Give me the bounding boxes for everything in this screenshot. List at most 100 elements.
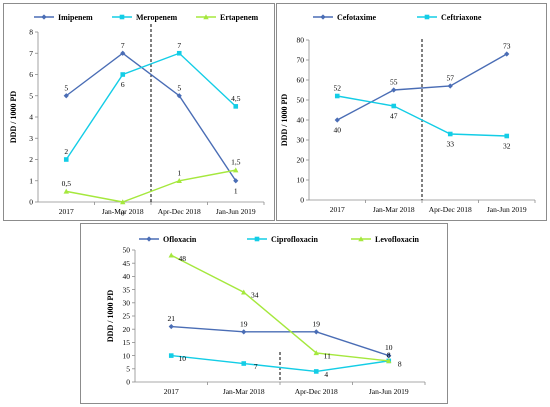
data-label: 19 [313,319,321,328]
data-point [241,329,247,335]
legend-label: Ofloxacin [163,235,197,244]
data-point [313,369,319,374]
legend-label: Ertapenem [220,13,259,22]
data-point [176,177,182,183]
data-point [386,358,392,364]
legend-label: Cefotaxime [337,13,377,22]
y-axis-title: DDD / 1000 PD [280,94,289,146]
data-point [120,199,126,205]
series-imipenem: 5 7 5 1 [63,41,239,195]
data-point [233,167,239,173]
cephalosporin-chart-panel: 0 10 20 30 40 50 60 70 80 2017 Jan-Mar 2018 Apr-Dec… [276,3,547,221]
x-tick-label: Apr-Dec 2018 [295,387,338,396]
x-tick-label: 2017 [330,205,345,214]
legend-item: Ertapenem [196,13,259,22]
y-tick-label: 30 [123,299,131,308]
data-point [168,353,174,358]
y-tick-label: 30 [297,136,305,145]
y-tick-label: 5 [29,91,33,100]
data-label: 1 [234,186,238,195]
data-point [313,329,319,335]
x-tick-label: Apr-Dec 2018 [429,205,472,214]
legend-item: Meropenem [112,13,178,22]
data-point [233,104,239,109]
data-label: 10 [179,354,187,363]
data-label: 48 [179,254,187,263]
data-point [63,188,69,194]
y-tick-label: 20 [297,156,305,165]
data-label: 5 [177,83,181,92]
x-tick-label: Jan-Jun 2019 [487,205,527,214]
data-label: 52 [334,84,342,93]
y-tick-label: 50 [297,96,305,105]
data-label: 40 [334,126,342,135]
series-line [66,169,236,203]
data-label: 0 [121,209,125,218]
data-label: 32 [503,142,511,151]
series-line [65,52,237,160]
data-point [334,117,340,123]
data-label: 47 [390,112,398,121]
data-label: 8 [387,350,391,359]
y-tick-label: 7 [29,49,33,58]
legend-label: Ceftriaxone [441,13,482,22]
legend-marker [203,14,209,20]
data-label: 4 [324,370,328,379]
legend-item: Levofloxacin [351,235,420,244]
legend-item: Ceftriaxone [417,13,482,22]
legend-marker [119,14,125,20]
data-label: 8 [398,359,402,368]
data-label: 19 [240,319,248,328]
series-ceftriaxone: 52 47 33 32 [334,84,511,151]
data-label: 55 [390,78,398,87]
y-tick-label: 8 [29,28,33,37]
series-cefotaxime: 40 55 57 73 [334,42,511,135]
y-tick-label: 4 [29,113,33,122]
series-ertapenem: 0,5 0 1 1,5 [62,158,241,218]
y-tick-label: 0 [126,378,130,387]
y-tick-label: 6 [29,70,33,79]
series-line [336,53,508,121]
data-label: 21 [168,314,176,323]
y-tick-label: 20 [123,325,131,334]
legend-marker [254,236,260,242]
y-tick-label: 5 [126,365,130,374]
legend-item: Ciprofloxacin [247,235,319,244]
data-label: 10 [385,343,393,352]
data-point [176,93,182,99]
data-point [241,289,247,295]
y-axis-title: DDD / 1000 PD [106,290,115,342]
y-tick-label: 35 [123,285,131,294]
legend-label: Levofloxacin [375,235,420,244]
data-point [391,87,397,93]
data-label: 73 [503,42,511,51]
series-ofloxacin: 21 19 19 10 [168,314,393,359]
data-label: 34 [251,291,259,300]
series-line [337,95,507,137]
data-point [63,93,69,99]
y-tick-label: 70 [297,56,305,65]
legend-marker [41,14,47,20]
series-line [170,254,389,362]
legend-marker [358,236,364,242]
series-line [171,325,389,357]
y-tick-label: 15 [123,338,131,347]
data-label: 4,5 [231,94,241,103]
x-tick-label: Jan-Jun 2019 [369,387,409,396]
data-label: 11 [324,351,331,360]
y-tick-label: 0 [29,198,33,207]
data-point [447,131,453,137]
data-label: 33 [447,140,455,149]
data-label: 1 [177,168,181,177]
series-line [65,52,237,182]
data-label: 6 [121,80,125,89]
x-tick-label: 2017 [164,387,179,396]
legend-marker [146,236,152,242]
carbapenem-chart-panel: 0 1 2 3 4 5 6 7 8 2017 Jan-Mar 2018 Apr-Dec 2018 Jan… [3,3,275,221]
data-label: 7 [254,362,258,371]
y-tick-label: 60 [297,76,305,85]
cephalosporin-chart: 0 10 20 30 40 50 60 70 80 2017 Jan-Mar 2018 Apr-Dec… [280,13,536,214]
legend-label: Meropenem [136,13,178,22]
data-point [120,72,126,77]
y-tick-label: 0 [300,196,304,205]
